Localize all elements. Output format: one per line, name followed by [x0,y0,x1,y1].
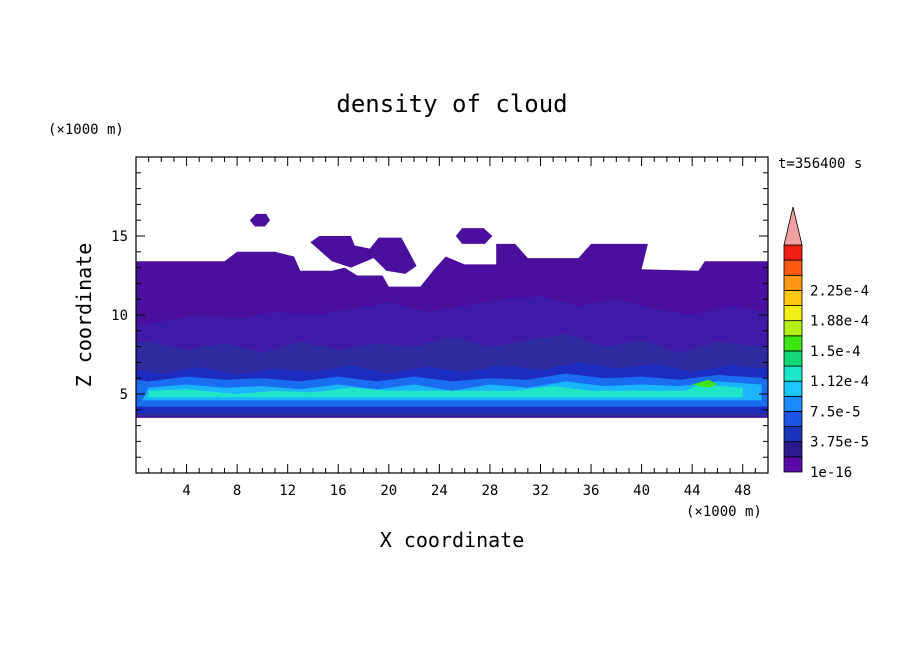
x-tick-label: 4 [182,483,190,499]
y-axis-ticks: 5 10 15 [111,172,768,458]
colorbar-swatch [783,335,803,352]
colorbar-swatch [783,395,803,412]
colorbar-swatch [783,456,803,473]
x-tick-label: 32 [532,483,549,499]
cloud-top-patch-b [455,228,493,244]
x-tick-label: 16 [330,483,347,499]
green-spot [692,379,718,388]
colorbar-swatch [783,259,803,276]
cloud-top-patch-a [310,236,417,274]
colorbar-label: 1.88e-4 [810,314,869,330]
x-tick-label: 20 [380,483,397,499]
colorbar-swatch [783,426,803,443]
x-tick-label: 8 [233,483,241,499]
x-tick-label: 40 [633,483,650,499]
y-axis-title: Z coordinate [72,243,96,388]
y-unit-label: (×1000 m) [48,122,124,138]
cloud-top-patch-c [249,213,270,227]
colorbar-swatch [783,411,803,428]
colorbar-label: 1.5e-4 [810,344,861,360]
colorbar-swatch [783,289,803,306]
colorbar-label: 1e-16 [810,465,852,481]
y-tick-label: 15 [111,229,128,245]
colorbar-swatch [783,305,803,322]
colorbar-label: 1.12e-4 [810,374,869,390]
colorbar-swatch [783,320,803,337]
x-unit-label: (×1000 m) [686,504,762,520]
x-tick-label: 36 [583,483,600,499]
colorbar-swatch [783,441,803,458]
colorbar: 1e-16 3.75e-5 7.5e-5 1.12e-4 1.5e-4 1.88e-4 2.… [783,206,869,481]
colorbar-label: 3.75e-5 [810,435,869,451]
x-axis-title: X coordinate [380,528,525,552]
x-tick-label: 44 [684,483,701,499]
x-tick-label: 28 [481,483,498,499]
y-tick-label: 5 [120,387,128,403]
x-tick-label: 48 [734,483,751,499]
colorbar-swatch [783,365,803,382]
x-tick-label: 12 [279,483,296,499]
colorbar-swatch [783,274,803,291]
colorbar-overflow-arrow [783,206,803,246]
colorbar-label: 2.25e-4 [810,283,869,299]
chart-title: density of cloud [336,90,567,118]
time-label: t=356400 s [778,156,862,172]
colorbar-label: 7.5e-5 [810,404,861,420]
teal-core [148,384,743,398]
colorbar-swatch [783,244,803,261]
contour-fill-layers [136,213,768,418]
x-axis-ticks: 4 8 12 16 20 24 28 32 36 40 44 48 [148,157,756,499]
colorbar-swatch [783,380,803,397]
y-tick-label: 10 [111,308,128,324]
colorbar-swatch [783,350,803,367]
x-tick-label: 24 [431,483,448,499]
